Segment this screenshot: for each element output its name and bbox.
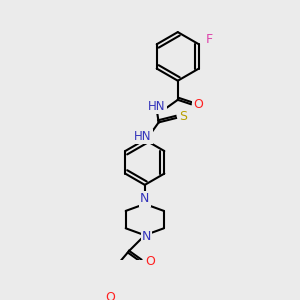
Text: HN: HN [148,100,166,113]
Text: O: O [145,255,155,268]
Text: F: F [206,33,213,46]
Text: O: O [193,98,203,111]
Text: O: O [105,291,115,300]
Text: HN: HN [134,130,152,143]
Text: S: S [179,110,187,123]
Text: N: N [142,230,151,244]
Text: N: N [140,192,149,205]
